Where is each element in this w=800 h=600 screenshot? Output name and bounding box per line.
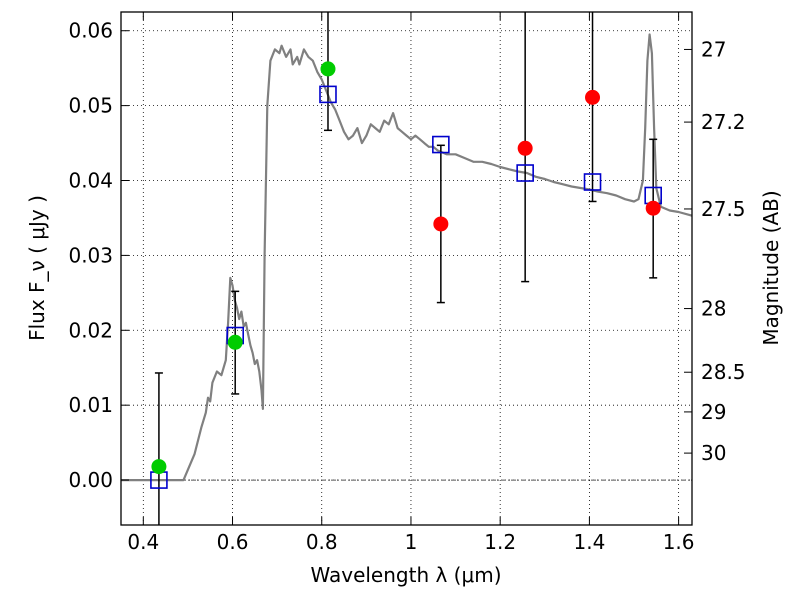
plot-background (121, 12, 692, 525)
upper-limit-marker (645, 200, 661, 216)
x-tick-label: 1.6 (663, 530, 695, 554)
model-photometry-square (516, 164, 534, 182)
y-tick-label: 0.01 (68, 393, 113, 417)
x-tick-label: 0.8 (306, 530, 338, 554)
y2-tick-label: 29 (701, 400, 726, 424)
y2-axis-label: Magnitude (AB) (759, 190, 783, 345)
plot-frame (120, 11, 693, 526)
x-tick-label: 0.4 (127, 530, 159, 554)
x-tick-labels: 0.4 0.6 0.8 1 1.2 1.4 1.6 (127, 530, 694, 554)
y2-tick-label: 27 (701, 37, 726, 61)
y-tick-label: 0.06 (68, 19, 113, 43)
detection-marker (320, 61, 336, 77)
y-axis-label: Flux F_ν ( μJy ) (25, 195, 49, 341)
x-tick-label: 1.4 (573, 530, 605, 554)
y2-tick-label: 27.2 (701, 110, 746, 134)
y-tick-label: 0.02 (68, 318, 113, 342)
model-photometry-square (432, 135, 450, 154)
upper-limit-marker (517, 140, 533, 156)
sed-model-curve (121, 33, 692, 482)
y-tick-label: 0.00 (68, 468, 113, 492)
detection-marker (151, 459, 167, 475)
y-tick-labels: 0.00 0.01 0.02 0.03 0.04 0.05 0.06 (68, 19, 113, 492)
y-tick-label: 0.04 (68, 169, 113, 193)
model-photometry-square (319, 85, 337, 104)
detection-points (151, 61, 336, 475)
model-photometry-square (583, 173, 602, 191)
upper-limit-points (433, 89, 661, 232)
x-tick-label: 0.6 (217, 530, 249, 554)
x-tick-label: 1.2 (484, 530, 516, 554)
sed-model-line (121, 33, 692, 482)
y2-tick-labels: 27 27.2 27.5 28 28.5 29 30 (701, 37, 746, 465)
upper-limit-marker (585, 89, 601, 105)
upper-limit-marker (433, 216, 449, 232)
y-tick-label: 0.05 (68, 94, 113, 118)
detection-marker (227, 334, 243, 350)
y2-tick-label: 28.5 (701, 360, 746, 384)
y2-tick-label: 30 (701, 441, 726, 465)
grid-lines (121, 12, 692, 525)
y-tick-label: 0.03 (68, 243, 113, 267)
y2-tick-label: 28 (701, 297, 726, 321)
y2-tick-label: 27.5 (701, 197, 746, 221)
x-tick-label: 1 (405, 530, 418, 554)
x-axis-label: Wavelength λ (μm) (310, 563, 501, 587)
axis-ticks (121, 12, 692, 525)
